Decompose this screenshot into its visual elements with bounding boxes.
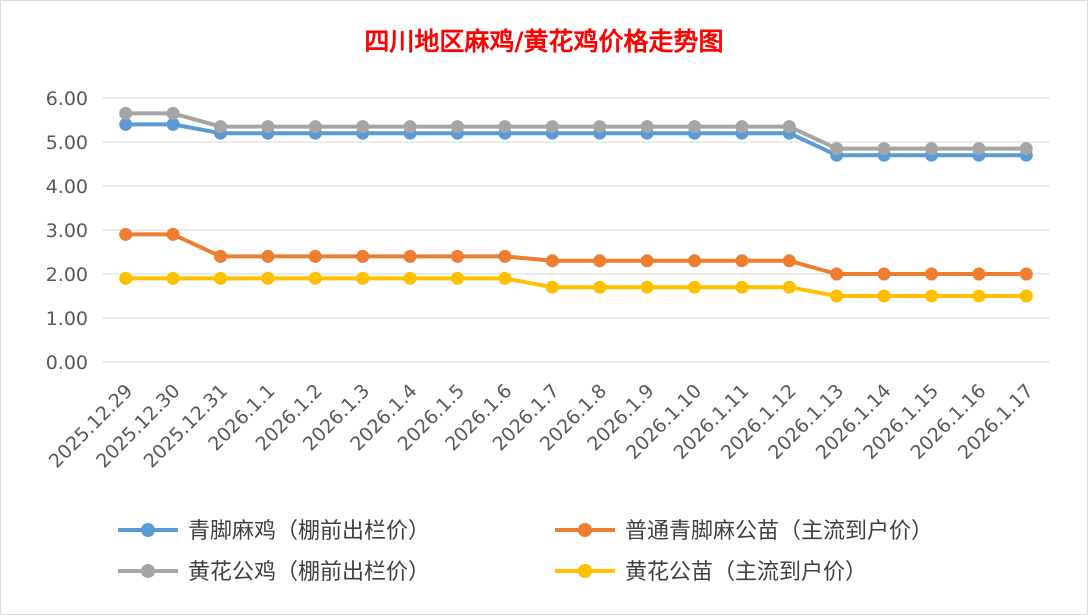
series-line [125, 276, 1027, 298]
data-point [261, 249, 275, 263]
series-4 [119, 271, 1033, 303]
legend-label: 黄花公鸡（棚前出栏价） [188, 560, 430, 585]
data-point [830, 267, 844, 281]
x-axis-ticks: 2025.12.292025.12.302025.12.312026.1.120… [45, 380, 1038, 472]
legend-item: 黄花公苗（主流到户价） [555, 560, 867, 585]
data-point [166, 271, 180, 285]
series-2 [119, 227, 1033, 281]
series-line [125, 122, 1027, 158]
series-line [125, 232, 1027, 276]
data-point [214, 271, 227, 285]
data-point [356, 249, 370, 263]
data-point [640, 254, 654, 268]
data-point [782, 120, 796, 134]
data-point [1019, 142, 1033, 156]
legend-item: 黄花公鸡（棚前出栏价） [118, 560, 430, 585]
data-point [593, 120, 607, 134]
data-point [593, 254, 607, 268]
gridlines [102, 97, 1050, 363]
data-point [925, 142, 938, 156]
data-point [119, 271, 133, 285]
data-point [166, 117, 180, 131]
data-point [308, 271, 322, 285]
data-point [688, 254, 701, 268]
data-point [545, 254, 559, 268]
y-tick-label: 4.00 [46, 176, 88, 198]
data-point [498, 249, 512, 263]
legend-label: 普通青脚麻公苗（主流到户价） [625, 519, 933, 544]
data-point [593, 280, 607, 294]
data-point [119, 227, 133, 241]
data-point [166, 106, 180, 120]
data-point [640, 280, 654, 294]
y-axis-ticks: 0.00 1.00 2.00 3.00 4.00 5.00 6.00 [46, 88, 88, 374]
data-point [214, 120, 227, 134]
data-point [640, 120, 654, 134]
data-point [545, 280, 559, 294]
data-point [498, 120, 512, 134]
data-point [877, 142, 891, 156]
y-tick-label: 0.00 [46, 352, 88, 374]
data-point [1019, 289, 1033, 303]
data-point [451, 249, 464, 263]
y-tick-label: 2.00 [46, 264, 88, 286]
data-point [735, 120, 749, 134]
y-tick-label: 1.00 [46, 308, 88, 330]
data-point [877, 289, 891, 303]
data-point [877, 267, 891, 281]
legend-label: 青脚麻鸡（棚前出栏价） [188, 519, 430, 544]
series-3 [119, 106, 1033, 156]
data-point [356, 271, 370, 285]
data-point [782, 280, 796, 294]
series-line [125, 111, 1027, 151]
data-point [925, 289, 938, 303]
data-point [261, 120, 275, 134]
data-point [356, 120, 370, 134]
data-point [735, 280, 749, 294]
legend-item: 普通青脚麻公苗（主流到户价） [555, 519, 933, 544]
data-point [261, 271, 275, 285]
data-point [403, 120, 417, 134]
legend: 青脚麻鸡（棚前出栏价） 普通青脚麻公苗（主流到户价） 黄花公鸡（棚前出栏价） 黄花公苗… [118, 519, 933, 585]
y-tick-label: 6.00 [46, 88, 88, 110]
y-tick-label: 5.00 [46, 132, 88, 154]
legend-swatch-marker [141, 564, 155, 578]
legend-swatch-marker [578, 564, 592, 578]
series-1 [119, 117, 1033, 162]
data-point [972, 142, 986, 156]
data-point [308, 120, 322, 134]
chart-title: 四川地区麻鸡/黄花鸡价格走势图 [364, 27, 723, 56]
data-point [972, 267, 986, 281]
data-point [925, 267, 938, 281]
data-point [735, 254, 749, 268]
data-point [166, 227, 180, 241]
legend-swatch-marker [578, 523, 592, 537]
data-point [214, 249, 227, 263]
data-point [782, 254, 796, 268]
data-point [451, 271, 464, 285]
data-point [308, 249, 322, 263]
data-point [119, 117, 133, 131]
legend-swatch-marker [141, 523, 155, 537]
data-point [119, 106, 133, 120]
legend-item: 青脚麻鸡（棚前出栏价） [118, 519, 430, 544]
series-lines [119, 106, 1033, 303]
data-point [688, 280, 701, 294]
data-point [1019, 267, 1033, 281]
data-point [498, 271, 512, 285]
data-point [830, 142, 844, 156]
data-point [972, 289, 986, 303]
data-point [451, 120, 464, 134]
y-tick-label: 3.00 [46, 220, 88, 242]
data-point [403, 249, 417, 263]
legend-label: 黄花公苗（主流到户价） [625, 560, 867, 585]
data-point [830, 289, 844, 303]
data-point [545, 120, 559, 134]
data-point [403, 271, 417, 285]
data-point [688, 120, 701, 134]
